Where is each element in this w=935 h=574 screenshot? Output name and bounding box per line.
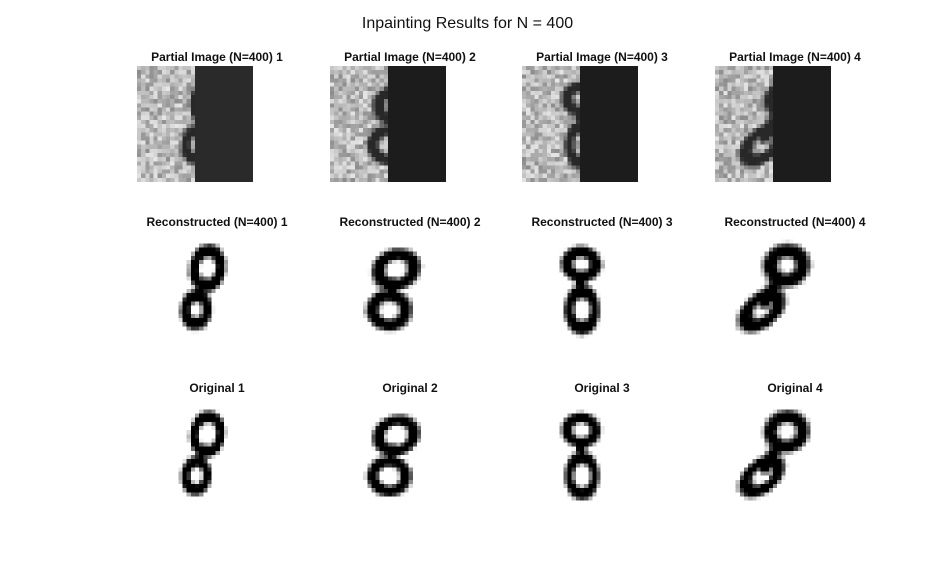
reconstructed-image-2 [330,231,446,347]
original-image-1 [137,397,253,513]
original-image-3 [522,397,638,513]
figure-title: Inpainting Results for N = 400 [361,15,574,32]
partial-image-3 [522,66,638,182]
panel-title: Reconstructed (N=400) 3 [531,215,673,229]
panel-title: Original 1 [189,381,245,395]
reconstructed-image-4 [715,231,831,347]
panel-title: Partial Image (N=400) 4 [729,50,861,64]
panel-title: Reconstructed (N=400) 4 [724,215,866,229]
panel-title: Original 2 [382,381,438,395]
partial-image-2 [330,66,446,182]
panel-title: Original 4 [767,381,823,395]
reconstructed-image-1 [137,231,253,347]
panel-title: Partial Image (N=400) 1 [151,50,283,64]
original-image-2 [330,397,446,513]
partial-image-4 [715,66,831,182]
panel-title: Reconstructed (N=400) 2 [339,215,481,229]
reconstructed-image-3 [522,231,638,347]
panel-title: Partial Image (N=400) 3 [536,50,668,64]
panel-title: Original 3 [574,381,630,395]
original-image-4 [715,397,831,513]
partial-image-1 [137,66,253,182]
panel-title: Partial Image (N=400) 2 [344,50,476,64]
panel-title: Reconstructed (N=400) 1 [146,215,288,229]
